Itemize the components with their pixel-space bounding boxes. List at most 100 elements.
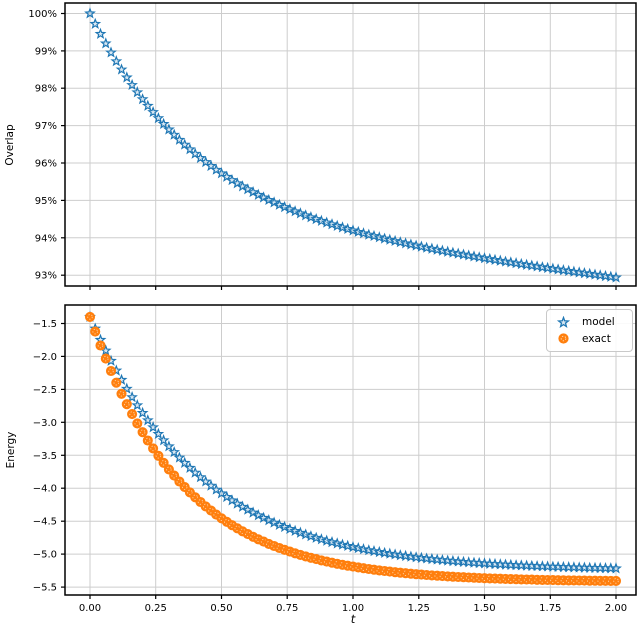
data-point-marker <box>299 528 312 540</box>
data-point-marker <box>462 249 475 261</box>
data-point-marker <box>136 93 149 105</box>
data-point-marker-texture <box>134 420 141 427</box>
y-tick-label: 95% <box>35 196 57 207</box>
data-point-marker <box>184 461 196 474</box>
x-tick-label: 0.25 <box>145 603 167 614</box>
y-tick-label: −5.5 <box>33 583 57 594</box>
data-point-marker <box>599 269 612 282</box>
legend-label-exact: exact <box>582 332 611 345</box>
data-point-marker <box>257 191 270 203</box>
data-point-marker <box>278 520 291 533</box>
data-point-marker <box>226 174 238 186</box>
data-point-marker <box>152 427 165 439</box>
data-point-marker <box>236 180 249 192</box>
data-point-marker <box>141 414 154 426</box>
x-tick-label: 2.00 <box>605 603 627 614</box>
data-point-marker <box>541 261 554 274</box>
data-point-marker <box>304 211 317 223</box>
data-point-marker-texture <box>202 503 209 510</box>
data-point-marker <box>147 106 159 118</box>
data-point-marker <box>189 147 202 159</box>
data-point-marker <box>604 270 617 282</box>
data-point-marker <box>610 562 622 574</box>
data-point-marker-texture <box>87 314 93 320</box>
data-point-marker <box>252 509 265 521</box>
data-point-marker <box>163 464 174 475</box>
y-tick-label: 98% <box>35 84 57 95</box>
data-point-marker <box>199 155 212 168</box>
data-point-marker <box>268 196 281 208</box>
y-tick-label: −2.5 <box>33 385 57 396</box>
data-point-marker <box>131 86 144 98</box>
data-point-marker <box>457 248 470 260</box>
exact-series <box>84 311 622 586</box>
data-point-marker <box>383 547 396 559</box>
data-point-marker <box>378 546 391 558</box>
data-point-marker-texture <box>187 489 193 496</box>
data-point-marker <box>546 262 559 274</box>
data-point-marker <box>147 421 160 433</box>
data-point-marker <box>326 218 338 230</box>
y-tick-label: −4.5 <box>33 517 57 528</box>
data-point-marker-texture <box>145 437 151 444</box>
data-point-marker <box>236 500 249 512</box>
data-point-marker <box>289 205 302 217</box>
gridlines <box>65 3 636 286</box>
data-point-marker <box>315 214 328 227</box>
data-point-marker <box>89 17 102 30</box>
y-tick-label: −3.0 <box>33 418 57 429</box>
data-point-marker <box>526 259 538 271</box>
data-point-marker <box>494 254 507 266</box>
data-point-marker <box>158 457 169 468</box>
data-point-marker <box>510 257 522 269</box>
x-axis-label: t <box>351 612 356 626</box>
data-point-marker-texture <box>108 368 114 374</box>
circle-marker-icon <box>558 333 569 344</box>
data-point-marker <box>552 263 565 275</box>
data-point-marker-texture <box>160 460 167 466</box>
data-point-marker <box>100 353 111 364</box>
data-point-marker <box>373 545 386 558</box>
data-point-marker-texture <box>129 411 135 417</box>
model-series <box>84 310 622 574</box>
data-point-marker-texture <box>155 453 162 459</box>
data-point-marker <box>137 427 148 438</box>
data-point-marker <box>120 382 133 394</box>
data-point-marker <box>90 326 101 337</box>
y-tick-label: −4.0 <box>33 484 57 495</box>
data-point-marker-texture <box>613 578 619 584</box>
data-point-marker <box>341 222 354 235</box>
model-series <box>84 7 622 283</box>
data-point-marker <box>310 213 323 225</box>
data-point-marker <box>115 63 128 75</box>
data-point-marker <box>121 399 132 410</box>
data-point-marker <box>294 526 307 538</box>
data-point-marker <box>468 250 480 262</box>
y-tick-label: 94% <box>35 233 57 244</box>
data-point-marker <box>199 475 212 487</box>
data-point-marker <box>399 549 412 562</box>
data-point-marker <box>132 418 143 429</box>
data-point-marker <box>247 506 259 518</box>
data-point-marker <box>162 123 175 135</box>
data-point-marker-texture <box>181 484 188 490</box>
data-point-marker-texture <box>176 478 183 485</box>
data-point-marker <box>231 497 244 509</box>
legend-item-model: model <box>554 315 626 329</box>
data-point-marker <box>152 111 165 124</box>
data-point-marker <box>153 450 164 461</box>
data-point-marker <box>567 265 580 277</box>
data-point-marker-texture <box>150 445 156 452</box>
data-point-marker <box>299 209 312 221</box>
data-point-marker <box>610 575 622 586</box>
data-point-marker <box>194 471 207 483</box>
data-point-marker <box>178 456 191 469</box>
data-point-marker <box>305 530 317 542</box>
data-point-marker <box>141 99 154 111</box>
data-point-marker <box>131 399 144 411</box>
data-point-marker <box>504 256 517 268</box>
tick-marks <box>61 12 617 290</box>
y-tick-label: 97% <box>35 121 57 132</box>
overlap-axis-label: Overlap <box>4 124 16 166</box>
